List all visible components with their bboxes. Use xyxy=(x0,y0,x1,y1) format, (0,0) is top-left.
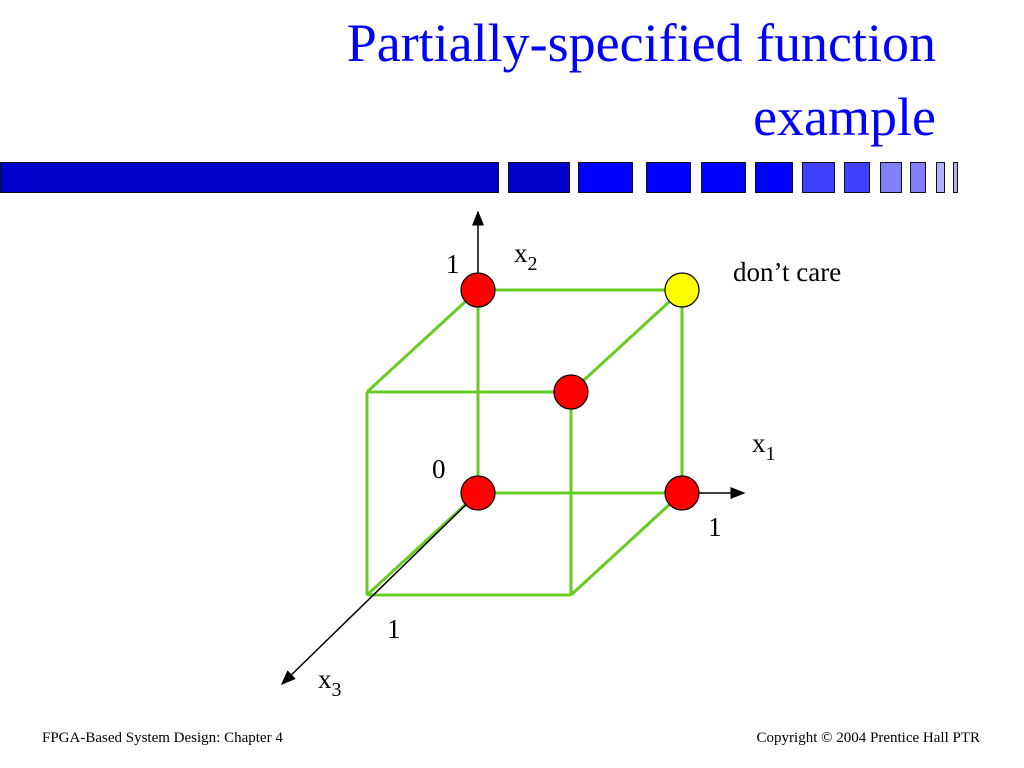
cube-edges xyxy=(365,288,684,597)
decor-bar-segment xyxy=(578,162,633,193)
decor-bar-segment xyxy=(701,162,746,193)
decor-bar-segment xyxy=(755,162,793,193)
x1-axis-label: x1 xyxy=(752,428,776,465)
origin-label: 0 xyxy=(432,454,446,484)
cube-edge xyxy=(569,491,684,597)
x3-axis-arrow xyxy=(280,492,479,686)
dont-care-annotation: don’t care xyxy=(733,257,841,287)
decor-bar-segment xyxy=(844,162,870,193)
x3-axis-label: x3 xyxy=(318,664,342,701)
decor-bar-segment xyxy=(936,162,945,193)
footer-copyright: Copyright © 2004 Prentice Hall PTR xyxy=(756,730,980,746)
title-line-1: Partially-specified function xyxy=(346,13,936,73)
x1-tick-1: 1 xyxy=(708,512,722,542)
vertex-on xyxy=(664,475,700,511)
vertex-on xyxy=(460,475,496,511)
x2-tick-1: 1 xyxy=(446,249,460,279)
decor-bar-segment xyxy=(953,162,958,193)
decor-bar-segment xyxy=(0,162,499,193)
cube-edge xyxy=(365,288,480,394)
decor-bar-segment xyxy=(646,162,691,193)
slide-title: Partially-specified function example xyxy=(347,6,936,154)
decor-bar-segment xyxy=(880,162,902,193)
title-line-2: example xyxy=(753,87,936,147)
vertex-on xyxy=(553,374,589,410)
footer-chapter: FPGA-Based System Design: Chapter 4 xyxy=(42,730,283,746)
cube-edge xyxy=(569,288,684,394)
x2-axis-label: x2 xyxy=(514,238,538,275)
vertex-on xyxy=(460,272,496,308)
vertex-dont-care xyxy=(664,272,700,308)
x3-tick-1: 1 xyxy=(387,614,401,644)
decor-bar-segment xyxy=(802,162,835,193)
cube-vertices xyxy=(460,272,700,511)
decor-bar-segment xyxy=(508,162,570,193)
decor-bar-segment xyxy=(910,162,926,193)
